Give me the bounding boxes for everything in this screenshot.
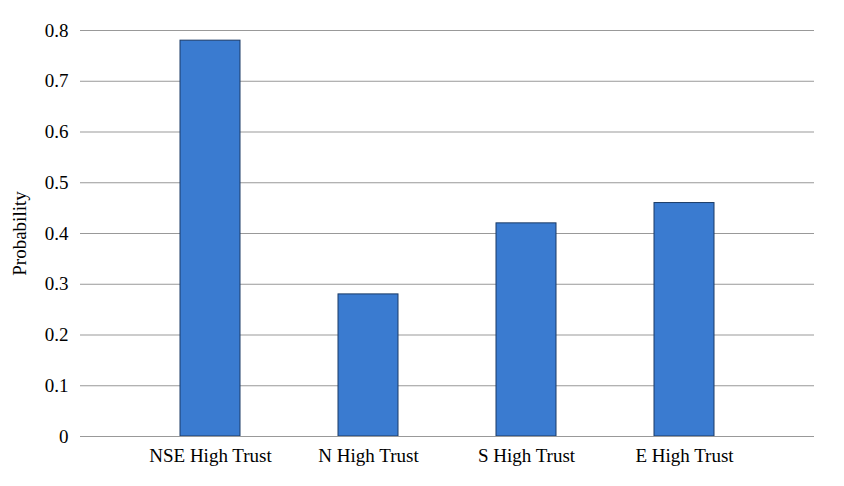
svg-text:0.4: 0.4 <box>45 223 69 244</box>
svg-text:Probability: Probability <box>9 191 30 276</box>
svg-text:N High Trust: N High Trust <box>318 445 419 466</box>
svg-text:NSE High Trust: NSE High Trust <box>149 445 272 466</box>
svg-text:0.3: 0.3 <box>45 273 69 294</box>
svg-text:0.7: 0.7 <box>45 70 69 91</box>
svg-text:0: 0 <box>59 426 69 447</box>
svg-text:0.8: 0.8 <box>45 20 69 41</box>
svg-text:S High Trust: S High Trust <box>478 445 576 466</box>
svg-text:E High Trust: E High Trust <box>635 445 734 466</box>
svg-text:0.6: 0.6 <box>45 121 69 142</box>
svg-text:0.1: 0.1 <box>45 375 69 396</box>
svg-text:0.2: 0.2 <box>45 324 69 345</box>
svg-text:0.5: 0.5 <box>45 172 69 193</box>
